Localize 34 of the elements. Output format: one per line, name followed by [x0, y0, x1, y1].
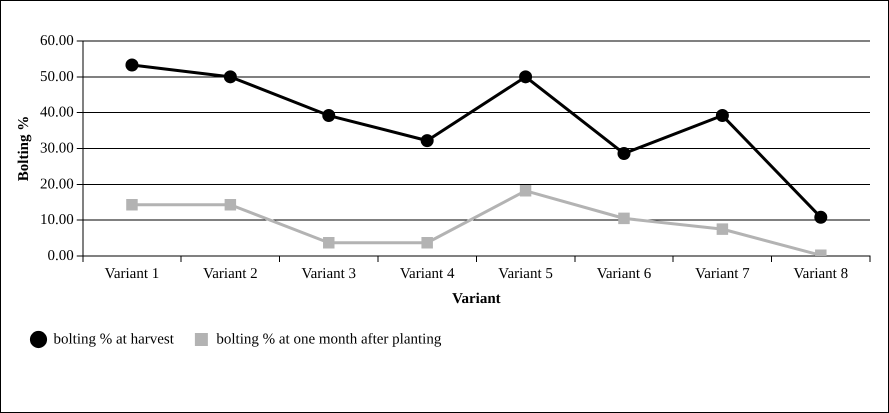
x-tick-label: Variant 8 — [794, 266, 848, 282]
point — [814, 210, 828, 224]
point — [322, 109, 336, 122]
y-tick-label: 30.00 — [40, 140, 74, 156]
legend-label: bolting % at one month after planting — [216, 331, 442, 348]
point — [617, 147, 630, 160]
point — [716, 109, 729, 122]
y-tick-label: 60.00 — [40, 32, 74, 49]
point — [716, 223, 728, 235]
y-tick-label: 50.00 — [40, 68, 74, 85]
y-tick-label: 10.00 — [40, 212, 74, 228]
x-tick-label: Variant 5 — [498, 266, 553, 282]
point — [421, 237, 433, 248]
point — [125, 58, 138, 72]
x-axis-title: Variant — [452, 290, 501, 307]
x-tick-label: Variant 1 — [104, 266, 160, 282]
x-tick-label: Variant 7 — [695, 266, 750, 282]
point — [126, 199, 138, 210]
point — [519, 70, 532, 84]
point — [224, 199, 236, 210]
y-tick-label: 20.00 — [40, 176, 74, 192]
x-tick-label: Variant 6 — [596, 266, 652, 282]
point — [520, 185, 532, 197]
x-tick-label: Variant 3 — [301, 266, 356, 282]
y-axis-title: Bolting % — [16, 116, 32, 182]
point — [420, 134, 434, 148]
y-tick-label: 0.00 — [48, 248, 74, 264]
point — [224, 70, 237, 84]
point — [323, 237, 335, 248]
legend-label: bolting % at harvest — [54, 331, 175, 348]
x-tick-label: Variant 4 — [400, 266, 455, 282]
point — [618, 212, 630, 224]
x-tick-label: Variant 2 — [203, 266, 258, 282]
y-tick-label: 40.00 — [40, 104, 74, 121]
